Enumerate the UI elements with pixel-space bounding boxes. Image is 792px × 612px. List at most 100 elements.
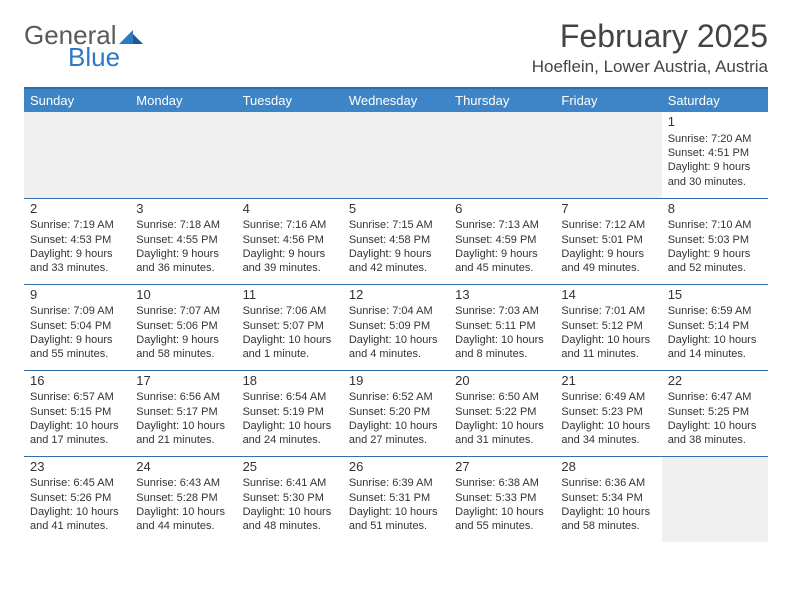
sunset-text: Sunset: 5:22 PM [455,405,549,419]
day-number: 22 [668,373,762,390]
day-number: 24 [136,459,230,476]
day-number: 2 [30,201,124,218]
daylight-text: Daylight: 10 hours and 8 minutes. [455,333,549,362]
day-cell: 20Sunrise: 6:50 AMSunset: 5:22 PMDayligh… [449,370,555,456]
day-cell: 19Sunrise: 6:52 AMSunset: 5:20 PMDayligh… [343,370,449,456]
day-number: 14 [561,287,655,304]
sunset-text: Sunset: 5:01 PM [561,233,655,247]
day-cell [662,456,768,542]
sunset-text: Sunset: 5:14 PM [668,319,762,333]
day-number: 9 [30,287,124,304]
day-number: 3 [136,201,230,218]
day-header: Monday [130,89,236,112]
calendar-body: 1Sunrise: 7:20 AMSunset: 4:51 PMDaylight… [24,112,768,542]
day-cell: 8Sunrise: 7:10 AMSunset: 5:03 PMDaylight… [662,198,768,284]
daylight-text: Daylight: 10 hours and 58 minutes. [561,505,655,534]
day-cell: 13Sunrise: 7:03 AMSunset: 5:11 PMDayligh… [449,284,555,370]
sunset-text: Sunset: 5:25 PM [668,405,762,419]
sunrise-text: Sunrise: 7:18 AM [136,218,230,232]
day-number: 20 [455,373,549,390]
day-number: 13 [455,287,549,304]
day-cell [449,112,555,198]
daylight-text: Daylight: 10 hours and 14 minutes. [668,333,762,362]
sunset-text: Sunset: 5:23 PM [561,405,655,419]
daylight-text: Daylight: 10 hours and 38 minutes. [668,419,762,448]
brand-mark-icon [119,22,143,48]
location-text: Hoeflein, Lower Austria, Austria [532,57,768,77]
calendar-thead: Sunday Monday Tuesday Wednesday Thursday… [24,89,768,112]
sunset-text: Sunset: 5:34 PM [561,491,655,505]
day-cell: 2Sunrise: 7:19 AMSunset: 4:53 PMDaylight… [24,198,130,284]
sunrise-text: Sunrise: 7:10 AM [668,218,762,232]
week-row: 23Sunrise: 6:45 AMSunset: 5:26 PMDayligh… [24,456,768,542]
sunrise-text: Sunrise: 7:13 AM [455,218,549,232]
daylight-text: Daylight: 9 hours and 45 minutes. [455,247,549,276]
sunset-text: Sunset: 5:20 PM [349,405,443,419]
day-number: 15 [668,287,762,304]
sunset-text: Sunset: 5:28 PM [136,491,230,505]
daylight-text: Daylight: 9 hours and 52 minutes. [668,247,762,276]
day-number: 17 [136,373,230,390]
sunrise-text: Sunrise: 7:16 AM [243,218,337,232]
day-header: Sunday [24,89,130,112]
daylight-text: Daylight: 10 hours and 55 minutes. [455,505,549,534]
sunset-text: Sunset: 5:19 PM [243,405,337,419]
sunset-text: Sunset: 5:26 PM [30,491,124,505]
sunrise-text: Sunrise: 7:19 AM [30,218,124,232]
day-cell: 23Sunrise: 6:45 AMSunset: 5:26 PMDayligh… [24,456,130,542]
sunrise-text: Sunrise: 7:12 AM [561,218,655,232]
sunrise-text: Sunrise: 6:45 AM [30,476,124,490]
daylight-text: Daylight: 9 hours and 39 minutes. [243,247,337,276]
daylight-text: Daylight: 10 hours and 11 minutes. [561,333,655,362]
day-header: Saturday [662,89,768,112]
day-cell: 7Sunrise: 7:12 AMSunset: 5:01 PMDaylight… [555,198,661,284]
daylight-text: Daylight: 10 hours and 4 minutes. [349,333,443,362]
sunrise-text: Sunrise: 6:49 AM [561,390,655,404]
sunrise-text: Sunrise: 7:03 AM [455,304,549,318]
day-header-row: Sunday Monday Tuesday Wednesday Thursday… [24,89,768,112]
sunrise-text: Sunrise: 6:41 AM [243,476,337,490]
day-cell [237,112,343,198]
sunset-text: Sunset: 4:59 PM [455,233,549,247]
week-row: 2Sunrise: 7:19 AMSunset: 4:53 PM Daylight… [24,198,768,284]
daylight-text: Daylight: 10 hours and 41 minutes. [30,505,124,534]
sunrise-text: Sunrise: 7:20 AM [668,132,762,146]
day-number: 6 [455,201,549,218]
sunrise-text: Sunrise: 7:01 AM [561,304,655,318]
daylight-text: Daylight: 10 hours and 27 minutes. [349,419,443,448]
sunrise-text: Sunrise: 7:07 AM [136,304,230,318]
day-cell: 28Sunrise: 6:36 AMSunset: 5:34 PMDayligh… [555,456,661,542]
day-cell: 26Sunrise: 6:39 AMSunset: 5:31 PMDayligh… [343,456,449,542]
sunset-text: Sunset: 5:33 PM [455,491,549,505]
daylight-text: Daylight: 10 hours and 34 minutes. [561,419,655,448]
sunrise-text: Sunrise: 7:15 AM [349,218,443,232]
sunrise-text: Sunrise: 6:36 AM [561,476,655,490]
sunrise-text: Sunrise: 6:43 AM [136,476,230,490]
day-number: 4 [243,201,337,218]
daylight-text: Daylight: 9 hours and 55 minutes. [30,333,124,362]
sunset-text: Sunset: 4:51 PM [668,146,762,160]
day-number: 8 [668,201,762,218]
week-row: 1Sunrise: 7:20 AMSunset: 4:51 PMDaylight… [24,112,768,198]
daylight-text: Daylight: 10 hours and 51 minutes. [349,505,443,534]
day-header: Wednesday [343,89,449,112]
day-cell: 11Sunrise: 7:06 AMSunset: 5:07 PMDayligh… [237,284,343,370]
sunrise-text: Sunrise: 6:54 AM [243,390,337,404]
day-cell: 1Sunrise: 7:20 AMSunset: 4:51 PMDaylight… [662,112,768,198]
calendar-table: Sunday Monday Tuesday Wednesday Thursday… [24,89,768,542]
header: General Blue February 2025 Hoeflein, Low… [24,18,768,77]
sunset-text: Sunset: 4:53 PM [30,233,124,247]
day-cell: 4Sunrise: 7:16 AMSunset: 4:56 PMDaylight… [237,198,343,284]
day-number: 26 [349,459,443,476]
day-number: 7 [561,201,655,218]
sunrise-text: Sunrise: 7:04 AM [349,304,443,318]
day-number: 28 [561,459,655,476]
sunset-text: Sunset: 5:09 PM [349,319,443,333]
sunset-text: Sunset: 4:55 PM [136,233,230,247]
day-cell: 5Sunrise: 7:15 AMSunset: 4:58 PMDaylight… [343,198,449,284]
sunrise-text: Sunrise: 6:52 AM [349,390,443,404]
sunset-text: Sunset: 5:12 PM [561,319,655,333]
daylight-text: Daylight: 9 hours and 49 minutes. [561,247,655,276]
day-cell [130,112,236,198]
day-number: 27 [455,459,549,476]
